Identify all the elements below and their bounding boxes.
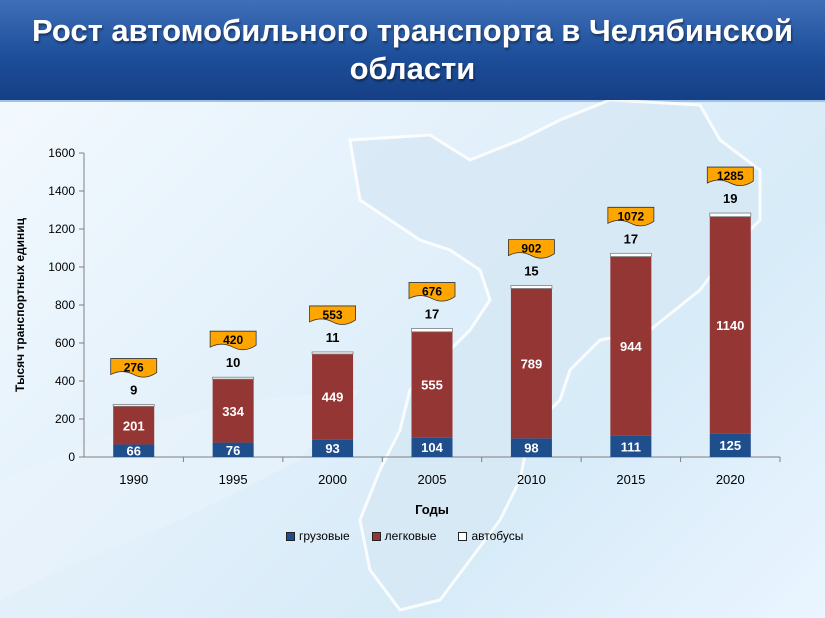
total-badge [209, 330, 257, 351]
data-label-cars: 555 [421, 378, 443, 393]
legend-swatch-buses [458, 531, 468, 541]
bar-segment-cars [411, 331, 453, 438]
y-tick-label: 1400 [48, 184, 75, 198]
total-badge-label: 676 [422, 285, 442, 299]
y-tick-label: 0 [68, 450, 75, 464]
legend-label-trucks: грузовые [299, 529, 350, 543]
y-tick-label: 400 [55, 374, 75, 388]
legend-item-trucks: грузовые [286, 529, 350, 543]
y-tick-label: 200 [55, 412, 75, 426]
data-label-trucks: 111 [621, 439, 641, 454]
bar-segment-buses [212, 376, 255, 380]
bar-segment-trucks [510, 438, 552, 457]
y-tick-label: 800 [55, 298, 75, 312]
total-badge [309, 305, 356, 325]
data-label-trucks: 104 [421, 440, 443, 455]
data-label-trucks: 76 [226, 443, 240, 458]
bar-segment-buses [609, 252, 652, 257]
bar-segment-cars [510, 288, 552, 439]
legend: грузовые легковые автобусы [286, 529, 523, 543]
x-tick-label: 2010 [517, 472, 546, 487]
data-label-buses: 17 [624, 231, 638, 246]
bar-segment-trucks [411, 437, 453, 457]
x-tick-label: 2015 [616, 472, 645, 487]
y-tick-label: 1600 [48, 146, 75, 160]
legend-swatch-trucks [286, 531, 295, 541]
x-tick-label: 1995 [219, 472, 248, 487]
bar-segment-trucks [610, 435, 652, 457]
bar-segment-trucks [709, 433, 751, 457]
total-badge-label: 1285 [717, 169, 744, 183]
bar-segment-buses [311, 351, 354, 355]
total-badge [607, 206, 655, 227]
legend-label-cars: легковые [384, 529, 437, 543]
y-tick-label: 1000 [48, 260, 75, 274]
y-axis-label: Тысяч транспортных единиц [13, 217, 27, 392]
bar-segment-buses [709, 212, 752, 218]
background-map-shape [0, 100, 762, 612]
total-badge-label: 420 [223, 333, 243, 347]
total-badge [706, 166, 754, 186]
total-badge [408, 282, 456, 302]
data-label-buses: 10 [226, 355, 240, 370]
data-label-cars: 449 [322, 390, 344, 405]
bar-segment-buses [112, 404, 155, 407]
bar-segment-cars [113, 406, 155, 445]
bar-segment-cars [610, 256, 652, 436]
total-badge [508, 239, 555, 259]
total-badge-label: 553 [323, 308, 343, 322]
total-badge [110, 358, 158, 378]
data-label-trucks: 125 [719, 438, 741, 453]
data-label-cars: 201 [123, 418, 145, 433]
slide-title: Рост автомобильного транспорта в Челябин… [31, 13, 794, 86]
x-axis-label: Годы [415, 502, 449, 517]
bar-segment-cars [312, 354, 354, 440]
bars: 66 201 9 276 76 334 10 420 93 449 11 553 104 555 17 676… [110, 166, 754, 459]
total-badge-label: 902 [521, 242, 541, 256]
legend-swatch-cars [371, 531, 381, 541]
bar-segment-trucks [113, 444, 155, 457]
data-label-trucks: 93 [325, 441, 339, 456]
y-tick-label: 1200 [48, 222, 75, 236]
data-label-buses: 15 [524, 264, 538, 279]
title-bar: Рост автомобильного транспорта в Челябин… [0, 0, 825, 102]
total-badge-label: 276 [124, 361, 144, 375]
bar-segment-trucks [312, 439, 354, 457]
x-tick-label: 1990 [119, 472, 148, 487]
data-label-cars: 944 [620, 339, 642, 354]
data-label-buses: 9 [130, 383, 137, 398]
data-label-trucks: 66 [126, 444, 140, 459]
legend-item-buses: автобусы [458, 529, 523, 543]
data-label-buses: 19 [723, 191, 737, 206]
x-tick-label: 2005 [418, 472, 447, 487]
x-axis-tick-labels: 1990 1995 2000 2005 2010 2015 2020 [119, 457, 781, 487]
bar-segment-buses [510, 285, 553, 289]
bar-segment-cars [212, 379, 254, 443]
y-axis-ticks: 0 200 400 600 800 1000 1200 1400 1600 [48, 146, 84, 464]
x-tick-label: 2020 [716, 472, 745, 487]
data-label-buses: 11 [326, 330, 340, 345]
data-label-buses: 17 [425, 307, 439, 322]
total-badge-label: 1072 [618, 209, 645, 223]
bar-segment-trucks [212, 442, 254, 457]
data-label-cars: 334 [222, 404, 244, 419]
bar-segment-buses [411, 328, 453, 333]
y-tick-label: 600 [55, 336, 75, 350]
data-label-trucks: 98 [524, 441, 538, 456]
legend-item-cars: легковые [371, 529, 437, 543]
data-label-cars: 789 [521, 356, 543, 371]
x-tick-label: 2000 [318, 472, 347, 487]
legend-label-buses: автобусы [471, 529, 524, 543]
bar-segment-cars [709, 216, 751, 434]
data-label-cars: 1140 [716, 318, 744, 333]
